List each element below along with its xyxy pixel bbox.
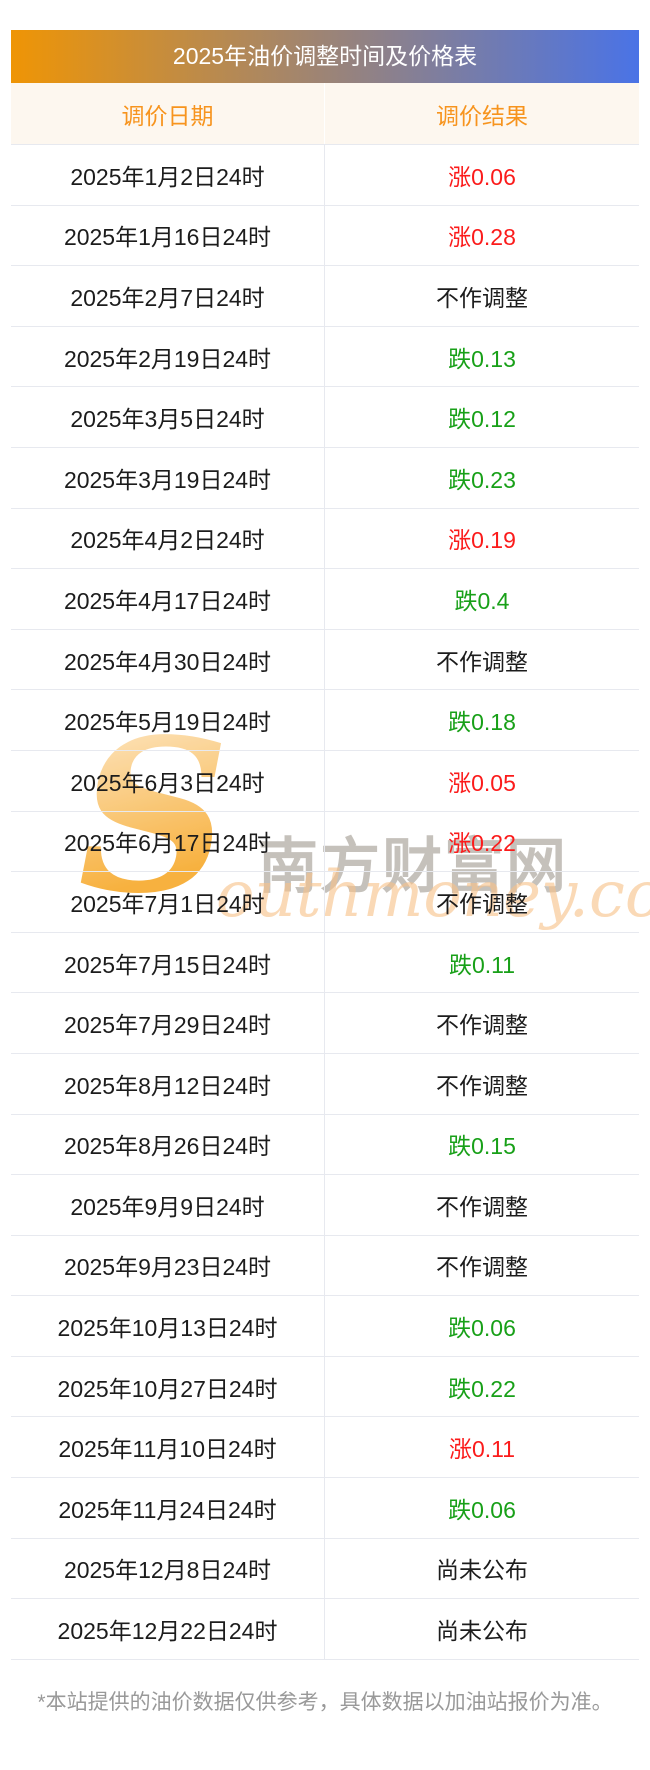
table-row: 2025年4月17日24时 跌0.4 xyxy=(11,568,639,629)
table-row: 2025年6月17日24时 涨0.22 xyxy=(11,810,639,872)
date-cell: 2025年1月2日24时 xyxy=(11,145,325,205)
date-cell: 2025年9月9日24时 xyxy=(11,1175,325,1235)
date-cell: 2025年10月13日24时 xyxy=(11,1296,325,1356)
result-cell: 跌0.18 xyxy=(448,709,516,736)
date-cell: 2025年10月27日24时 xyxy=(11,1356,325,1417)
date-cell: 2025年3月5日24时 xyxy=(11,387,325,447)
result-cell: 跌0.06 xyxy=(448,1315,516,1342)
table-row: 2025年7月15日24时 跌0.11 xyxy=(11,931,639,993)
table-row: 2025年4月2日24时 涨0.19 xyxy=(11,507,639,569)
date-cell: 2025年5月19日24时 xyxy=(11,690,325,750)
date-cell: 2025年2月7日24时 xyxy=(11,266,325,326)
result-cell: 涨0.19 xyxy=(448,527,516,554)
date-cell: 2025年2月19日24时 xyxy=(11,326,325,387)
table-row: 2025年11月10日24时 涨0.11 xyxy=(11,1416,639,1478)
result-cell: 不作调整 xyxy=(436,1193,528,1220)
table-row: 2025年1月16日24时 涨0.28 xyxy=(11,204,639,266)
table-row: 2025年7月1日24时 不作调整 xyxy=(11,871,639,932)
result-cell: 跌0.22 xyxy=(448,1375,516,1402)
table-row: 2025年2月7日24时 不作调整 xyxy=(11,265,639,326)
result-cell: 涨0.06 xyxy=(448,163,516,190)
result-cell: 跌0.13 xyxy=(448,345,516,372)
result-cell: 跌0.23 xyxy=(448,466,516,493)
result-cell: 不作调整 xyxy=(436,1012,528,1039)
date-cell: 2025年7月29日24时 xyxy=(11,993,325,1053)
result-cell: 尚未公布 xyxy=(436,1557,528,1584)
table-row: 2025年3月19日24时 跌0.23 xyxy=(11,446,639,508)
result-cell: 涨0.28 xyxy=(448,224,516,251)
result-cell: 尚未公布 xyxy=(436,1618,528,1645)
table-row: 2025年4月30日24时 不作调整 xyxy=(11,628,639,690)
table-row: 2025年3月5日24时 跌0.12 xyxy=(11,386,639,447)
table-row: 2025年6月3日24时 涨0.05 xyxy=(11,749,639,811)
date-cell: 2025年12月8日24时 xyxy=(11,1538,325,1599)
table-row: 2025年8月26日24时 跌0.15 xyxy=(11,1113,639,1175)
table-row: 2025年10月27日24时 跌0.22 xyxy=(11,1355,639,1417)
table-row: 2025年12月22日24时 尚未公布 xyxy=(11,1598,639,1659)
table-row: 2025年8月12日24时 不作调整 xyxy=(11,1052,639,1114)
table-body: 2025年1月2日24时 涨0.06 2025年1月16日24时 涨0.28 2… xyxy=(11,144,639,1660)
date-cell: 2025年6月17日24时 xyxy=(11,811,325,872)
table-row: 2025年1月2日24时 涨0.06 xyxy=(11,144,639,205)
date-cell: 2025年11月10日24时 xyxy=(11,1417,325,1478)
date-cell: 2025年8月12日24时 xyxy=(11,1053,325,1114)
table-row: 2025年2月19日24时 跌0.13 xyxy=(11,325,639,387)
table-row: 2025年11月24日24时 跌0.06 xyxy=(11,1477,639,1538)
date-cell: 2025年4月17日24时 xyxy=(11,569,325,629)
table-row: 2025年9月9日24时 不作调整 xyxy=(11,1174,639,1235)
table-row: 2025年7月29日24时 不作调整 xyxy=(11,992,639,1053)
table-row: 2025年5月19日24时 跌0.18 xyxy=(11,689,639,750)
date-cell: 2025年6月3日24时 xyxy=(11,750,325,811)
result-cell: 跌0.06 xyxy=(448,1496,516,1523)
header-date-column: 调价日期 xyxy=(11,83,325,144)
result-cell: 跌0.15 xyxy=(448,1133,516,1160)
date-cell: 2025年4月2日24时 xyxy=(11,508,325,569)
result-cell: 跌0.12 xyxy=(448,406,516,433)
result-cell: 不作调整 xyxy=(436,284,528,311)
result-cell: 涨0.05 xyxy=(448,769,516,796)
date-cell: 2025年7月1日24时 xyxy=(11,872,325,932)
date-cell: 2025年1月16日24时 xyxy=(11,205,325,266)
result-cell: 不作调整 xyxy=(436,648,528,675)
date-cell: 2025年7月15日24时 xyxy=(11,932,325,993)
result-cell: 涨0.11 xyxy=(448,1436,516,1463)
disclaimer-note: *本站提供的油价数据仅供参考，具体数据以加油站报价为准。 xyxy=(37,1690,613,1714)
date-cell: 2025年3月19日24时 xyxy=(11,447,325,508)
result-cell: 不作调整 xyxy=(436,890,528,917)
result-cell: 不作调整 xyxy=(436,1254,528,1281)
date-cell: 2025年8月26日24时 xyxy=(11,1114,325,1175)
result-cell: 涨0.22 xyxy=(448,830,516,857)
date-cell: 2025年11月24日24时 xyxy=(11,1478,325,1538)
date-cell: 2025年4月30日24时 xyxy=(11,629,325,690)
date-cell: 2025年9月23日24时 xyxy=(11,1235,325,1296)
date-cell: 2025年12月22日24时 xyxy=(11,1599,325,1659)
table-row: 2025年9月23日24时 不作调整 xyxy=(11,1234,639,1296)
table-row: 2025年12月8日24时 尚未公布 xyxy=(11,1537,639,1599)
table-row: 2025年10月13日24时 跌0.06 xyxy=(11,1295,639,1356)
header-result-column: 调价结果 xyxy=(436,102,528,129)
result-cell: 不作调整 xyxy=(436,1072,528,1099)
result-cell: 跌0.11 xyxy=(448,951,516,978)
price-table: 2025年油价调整时间及价格表 调价日期 调价结果 2025年1月2日24时 涨… xyxy=(11,30,639,1714)
table-title: 2025年油价调整时间及价格表 xyxy=(11,30,639,83)
table-header-row: 调价日期 调价结果 xyxy=(11,83,639,144)
result-cell: 跌0.4 xyxy=(454,587,510,614)
